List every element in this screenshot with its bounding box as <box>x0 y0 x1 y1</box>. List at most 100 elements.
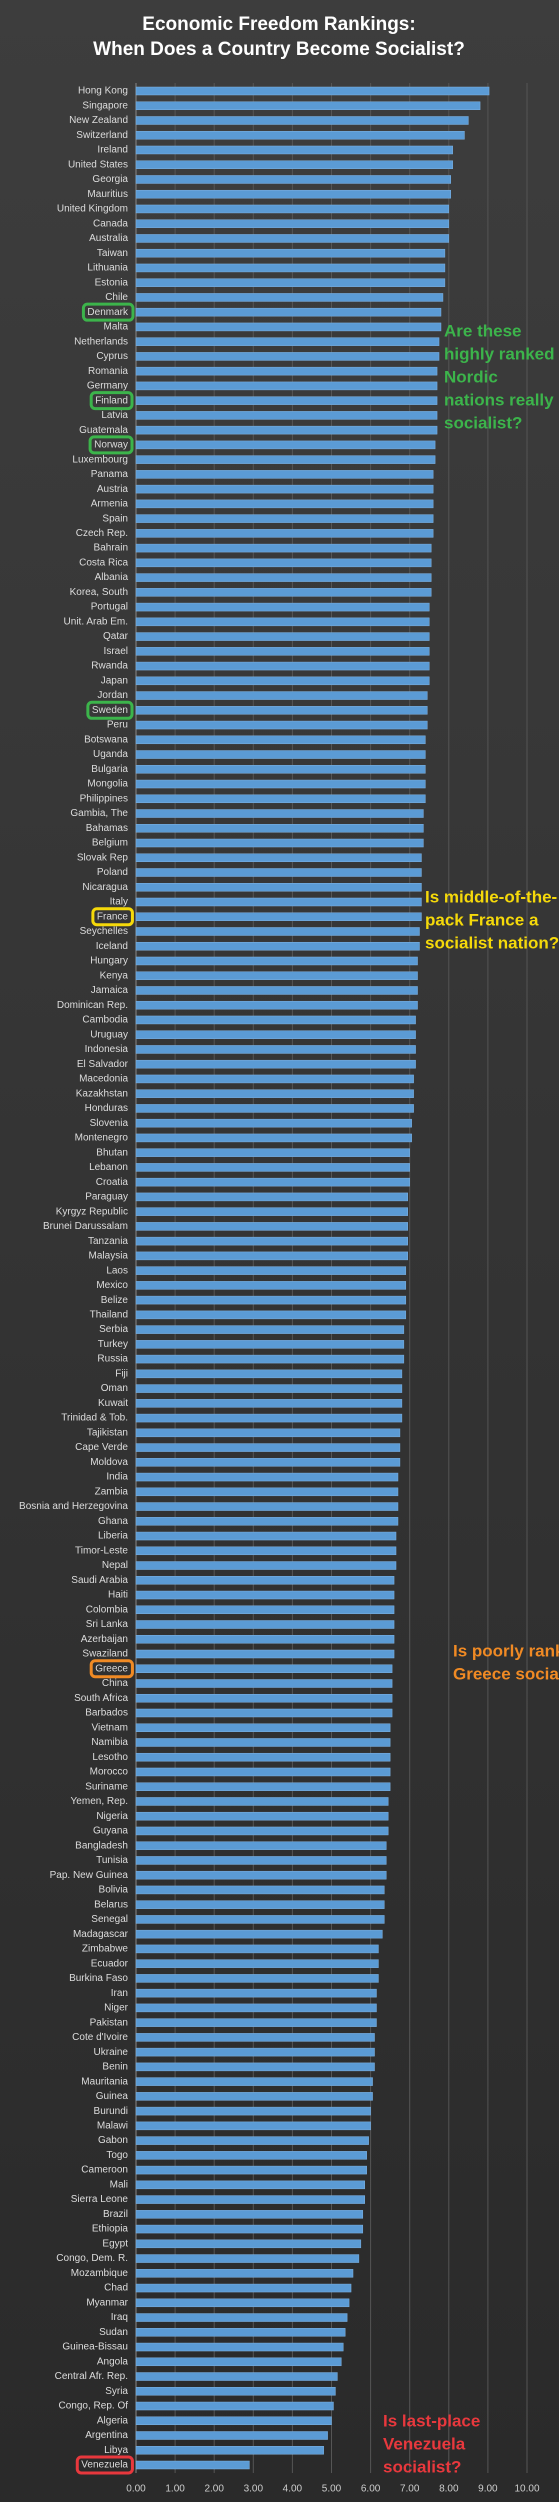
chart-title: Economic Freedom Rankings: <box>142 14 415 35</box>
bar <box>135 1915 385 1924</box>
y-tick-label: Ukraine <box>94 2047 129 2058</box>
y-tick-label: Unit. Arab Em. <box>64 616 128 627</box>
bar <box>135 882 422 892</box>
bar <box>135 1266 407 1275</box>
x-tick-label: 6.00 <box>361 2484 381 2495</box>
y-tick-label: Australia <box>89 233 128 244</box>
bar <box>135 2254 360 2263</box>
y-tick-label: Bangladesh <box>75 1840 128 1851</box>
bar <box>135 116 469 125</box>
bar <box>135 1605 395 1615</box>
bar <box>135 543 432 553</box>
y-tick-label: Canada <box>93 218 128 229</box>
y-tick-label: Trinidad & Tob. <box>61 1413 128 1424</box>
x-tick-label: 5.00 <box>322 2484 342 2495</box>
y-tick-label: Russia <box>97 1354 128 1365</box>
bar <box>135 145 453 155</box>
highlight-box <box>75 2455 134 2475</box>
y-tick-label: Saudi Arabia <box>71 1575 128 1586</box>
bar <box>135 720 428 730</box>
annotation: Greece socialist? <box>453 1664 559 1683</box>
bar <box>135 2033 375 2042</box>
bar <box>135 2283 352 2293</box>
bar <box>135 1576 395 1585</box>
bar <box>135 2047 375 2057</box>
annotation: nations really <box>444 390 554 409</box>
y-tick-label: Slovenia <box>90 1118 129 1129</box>
x-tick-label: 0.00 <box>126 2484 146 2495</box>
bar <box>135 971 418 980</box>
bar <box>135 765 426 774</box>
y-tick-label: Thailand <box>90 1310 128 1321</box>
y-tick-label: Gabon <box>98 2135 128 2146</box>
highlight-box <box>89 391 134 411</box>
bar <box>135 2298 350 2308</box>
bar <box>135 1664 393 1674</box>
y-tick-label: Zimbabwe <box>82 1944 129 1955</box>
bar <box>135 2387 336 2396</box>
y-tick-label: Egypt <box>102 2238 128 2249</box>
bar <box>135 1590 395 1600</box>
x-tick-label: 9.00 <box>478 2484 498 2495</box>
y-tick-label: Nigeria <box>96 1811 128 1822</box>
y-tick-label: Slovak Rep <box>77 852 129 863</box>
bar <box>135 706 428 715</box>
bar <box>135 1797 389 1806</box>
y-tick-label: Cape Verde <box>75 1442 128 1453</box>
y-tick-label: Peru <box>107 720 128 731</box>
bar <box>135 2269 354 2278</box>
highlight-box <box>81 302 135 322</box>
bar <box>135 1944 379 1954</box>
y-tick-label: Poland <box>97 867 128 878</box>
y-tick-label: France <box>97 911 129 922</box>
bar <box>135 1517 399 1526</box>
y-tick-label: Latvia <box>101 410 128 421</box>
y-tick-label: Senegal <box>91 1914 128 1925</box>
bar <box>135 602 430 612</box>
y-tick-label: Japan <box>101 675 128 686</box>
y-tick-label: Paraguay <box>85 1192 128 1203</box>
y-tick-label: Singapore <box>82 100 128 111</box>
annotation: socialist? <box>383 2457 461 2476</box>
bar <box>135 1163 410 1172</box>
bar <box>135 337 440 346</box>
y-tick-label: Morocco <box>90 1767 129 1778</box>
y-tick-label: Bahrain <box>94 543 128 554</box>
y-tick-label: Korea, South <box>70 587 128 598</box>
y-tick-label: Central Afr. Rep. <box>55 2371 128 2382</box>
bar <box>135 411 438 420</box>
bar <box>135 2239 362 2249</box>
y-tick-label: Honduras <box>85 1103 128 1114</box>
y-tick-label: Ethiopia <box>92 2224 129 2235</box>
y-tick-label: Kyrgyz Republic <box>56 1206 128 1217</box>
y-tick-label: Serbia <box>99 1324 128 1335</box>
bar <box>135 1133 412 1143</box>
y-tick-label: Zambia <box>95 1486 129 1497</box>
y-tick-label: Cyprus <box>96 351 128 362</box>
bar <box>135 234 450 243</box>
y-tick-label: El Salvador <box>77 1059 129 1070</box>
y-tick-label: Cameroon <box>81 2165 128 2176</box>
y-tick-label: India <box>106 1472 128 1483</box>
y-tick-label: Laos <box>106 1265 128 1276</box>
bar <box>135 2401 334 2411</box>
bar <box>135 2446 324 2455</box>
bar <box>135 1236 408 1246</box>
y-tick-label: Malta <box>104 322 129 333</box>
y-tick-label: Sri Lanka <box>86 1619 129 1630</box>
y-tick-label: Iran <box>111 1988 128 1999</box>
y-tick-label: Dominican Rep. <box>57 1000 128 1011</box>
y-tick-label: Jamaica <box>91 985 129 996</box>
y-tick-label: Madagascar <box>73 1929 129 1940</box>
y-tick-label: Israel <box>104 646 128 657</box>
bar <box>135 661 430 671</box>
y-tick-label: Tunisia <box>96 1855 128 1866</box>
bar <box>135 2121 371 2131</box>
y-tick-label: Togo <box>106 2150 128 2161</box>
y-tick-label: Cambodia <box>82 1015 128 1026</box>
y-tick-label: Botswana <box>84 734 128 745</box>
y-tick-label: Mongolia <box>87 779 128 790</box>
bar <box>135 986 418 995</box>
bar <box>135 1723 391 1732</box>
bar <box>135 2136 369 2145</box>
